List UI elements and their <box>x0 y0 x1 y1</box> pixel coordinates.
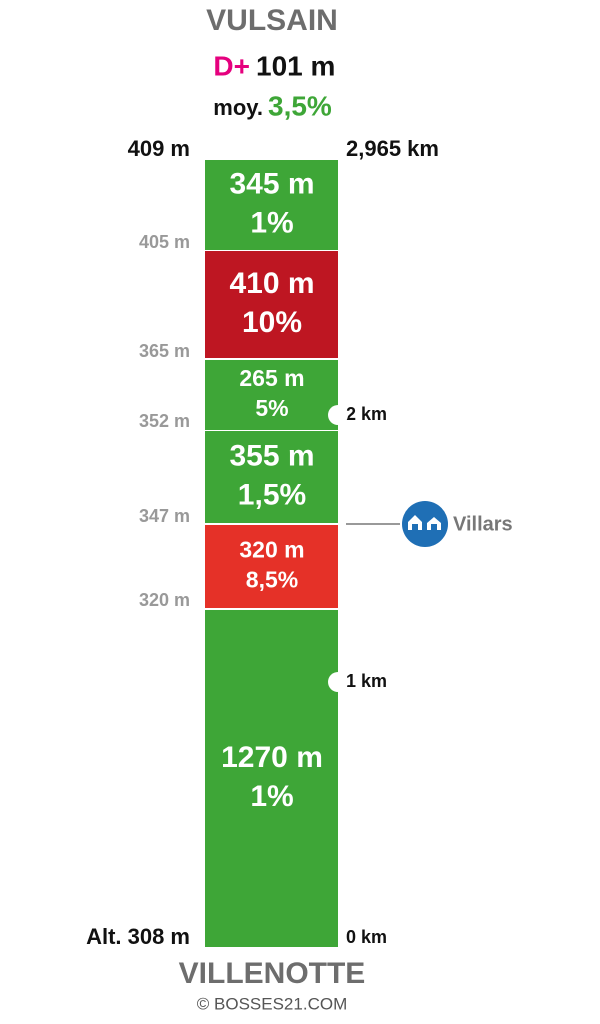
km-notch <box>328 672 348 692</box>
segment-length: 1270 m <box>221 741 323 774</box>
altitude-label: 409 m <box>128 136 190 161</box>
credit: © BOSSES21.COM <box>197 994 347 1013</box>
segment-bar <box>205 431 338 523</box>
segment-bar <box>205 360 338 430</box>
segment-grade: 1,5% <box>238 478 306 511</box>
distance-label: 1 km <box>346 671 387 691</box>
segment-bar <box>205 610 338 947</box>
segment-grade: 8,5% <box>246 567 298 593</box>
segment-bar <box>205 525 338 608</box>
altitude-label: 347 m <box>139 506 190 526</box>
altitude-label: 320 m <box>139 590 190 610</box>
altitude-label: Alt. 308 m <box>86 924 190 949</box>
segment-grade: 1% <box>250 780 293 813</box>
km-notch <box>328 405 348 425</box>
gain-value: 101 m <box>256 50 335 81</box>
avg-label: moy. <box>213 95 263 120</box>
segment-length: 355 m <box>229 439 314 472</box>
end-title: VILLENOTTE <box>179 957 366 990</box>
segment-length: 410 m <box>229 267 314 300</box>
segment-length: 320 m <box>239 537 304 563</box>
start-title: VULSAIN <box>206 4 338 37</box>
altitude-label: 365 m <box>139 341 190 361</box>
segment-bar <box>205 251 338 358</box>
place-label: Villars <box>453 513 513 535</box>
segment-length: 345 m <box>229 167 314 200</box>
distance-label: 2 km <box>346 404 387 424</box>
altitude-labels: 409 m 405 m 365 m 352 m 347 m 320 m Alt. 308 m <box>86 136 190 949</box>
segment-grade: 5% <box>255 395 288 421</box>
distance-label: 0 km <box>346 927 387 947</box>
place-icon <box>402 501 448 547</box>
avg-value: 3,5% <box>268 90 332 121</box>
altitude-label: 352 m <box>139 411 190 431</box>
gain-label: D+ <box>213 50 250 81</box>
segment-grade: 1% <box>250 206 293 239</box>
segment-length: 265 m <box>239 365 304 391</box>
segment-bar <box>205 160 338 250</box>
segments: 345 m 1% 410 m 10% 265 m 5% 355 m 1,5% 320 m 8,5%… <box>205 160 338 947</box>
altitude-label: 405 m <box>139 232 190 252</box>
segment-grade: 10% <box>242 306 302 339</box>
distance-labels: 2,965 km 2 km 1 km 0 km <box>346 136 439 947</box>
distance-label: 2,965 km <box>346 136 439 161</box>
